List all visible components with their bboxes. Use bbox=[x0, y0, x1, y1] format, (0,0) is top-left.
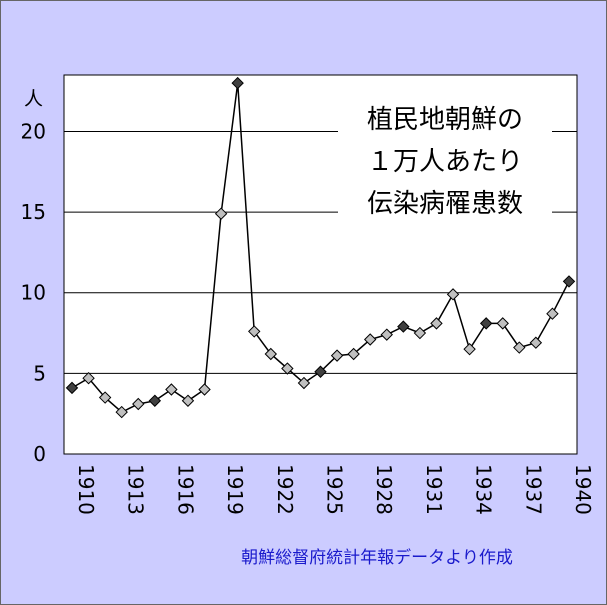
data-point bbox=[98, 391, 112, 404]
title-line-2: １万人あたり bbox=[367, 147, 523, 177]
data-point bbox=[65, 381, 79, 395]
title-line-1: 植民地朝鮮の bbox=[367, 105, 523, 135]
data-point bbox=[347, 347, 360, 361]
x-tick-label: 1940 bbox=[571, 464, 595, 515]
x-tick-label: 1922 bbox=[273, 464, 297, 515]
title-line-3: 伝染病罹患数 bbox=[367, 189, 523, 219]
data-markers bbox=[65, 76, 576, 419]
x-tick-label: 1928 bbox=[372, 464, 396, 515]
data-point bbox=[380, 328, 393, 341]
data-point bbox=[479, 317, 493, 330]
x-tick-label: 1934 bbox=[472, 464, 496, 515]
data-point bbox=[115, 405, 128, 419]
data-point bbox=[463, 342, 476, 356]
x-tick-label: 1910 bbox=[74, 464, 98, 515]
y-axis-label: 人 bbox=[24, 88, 43, 110]
data-point bbox=[446, 288, 460, 301]
x-tick-label: 1931 bbox=[422, 464, 446, 515]
y-tick-labels: 0 5 10 15 20 bbox=[21, 119, 46, 466]
y-tick-label: 15 bbox=[21, 200, 46, 224]
x-tick-label: 1916 bbox=[173, 464, 197, 515]
data-point bbox=[330, 349, 344, 362]
data-point bbox=[198, 383, 211, 396]
x-tick-label: 1925 bbox=[323, 464, 347, 515]
data-point bbox=[181, 394, 195, 407]
data-point bbox=[214, 207, 228, 220]
data-point bbox=[529, 336, 543, 349]
y-tick-label: 20 bbox=[21, 119, 46, 143]
y-tick-label: 10 bbox=[21, 281, 46, 305]
data-point bbox=[363, 333, 377, 346]
data-point bbox=[248, 325, 261, 338]
title-box bbox=[338, 96, 552, 232]
x-tick-label: 1919 bbox=[223, 464, 247, 515]
data-point bbox=[397, 320, 410, 333]
y-tick-label: 5 bbox=[33, 361, 46, 385]
x-tick-labels: 1910 1913 1916 1919 1922 1925 1928 1931 1934 1937… bbox=[74, 464, 595, 515]
data-point bbox=[148, 394, 162, 407]
data-point bbox=[281, 362, 294, 375]
x-tick-label: 1913 bbox=[124, 464, 148, 515]
data-point bbox=[562, 275, 576, 288]
data-point bbox=[546, 307, 559, 320]
data-point bbox=[496, 317, 509, 330]
data-point bbox=[297, 376, 311, 390]
data-point bbox=[413, 326, 427, 340]
data-point bbox=[132, 397, 145, 411]
data-point bbox=[82, 371, 95, 385]
data-point bbox=[513, 341, 526, 354]
source-note: 朝鮮総督府統計年報データより作成 bbox=[241, 547, 513, 568]
y-tick-label: 0 bbox=[33, 442, 46, 466]
x-tick-label: 1937 bbox=[521, 464, 545, 515]
data-point bbox=[430, 317, 443, 330]
data-point bbox=[231, 76, 244, 90]
data-point bbox=[165, 383, 178, 396]
data-point bbox=[314, 365, 327, 378]
data-point bbox=[264, 347, 278, 361]
